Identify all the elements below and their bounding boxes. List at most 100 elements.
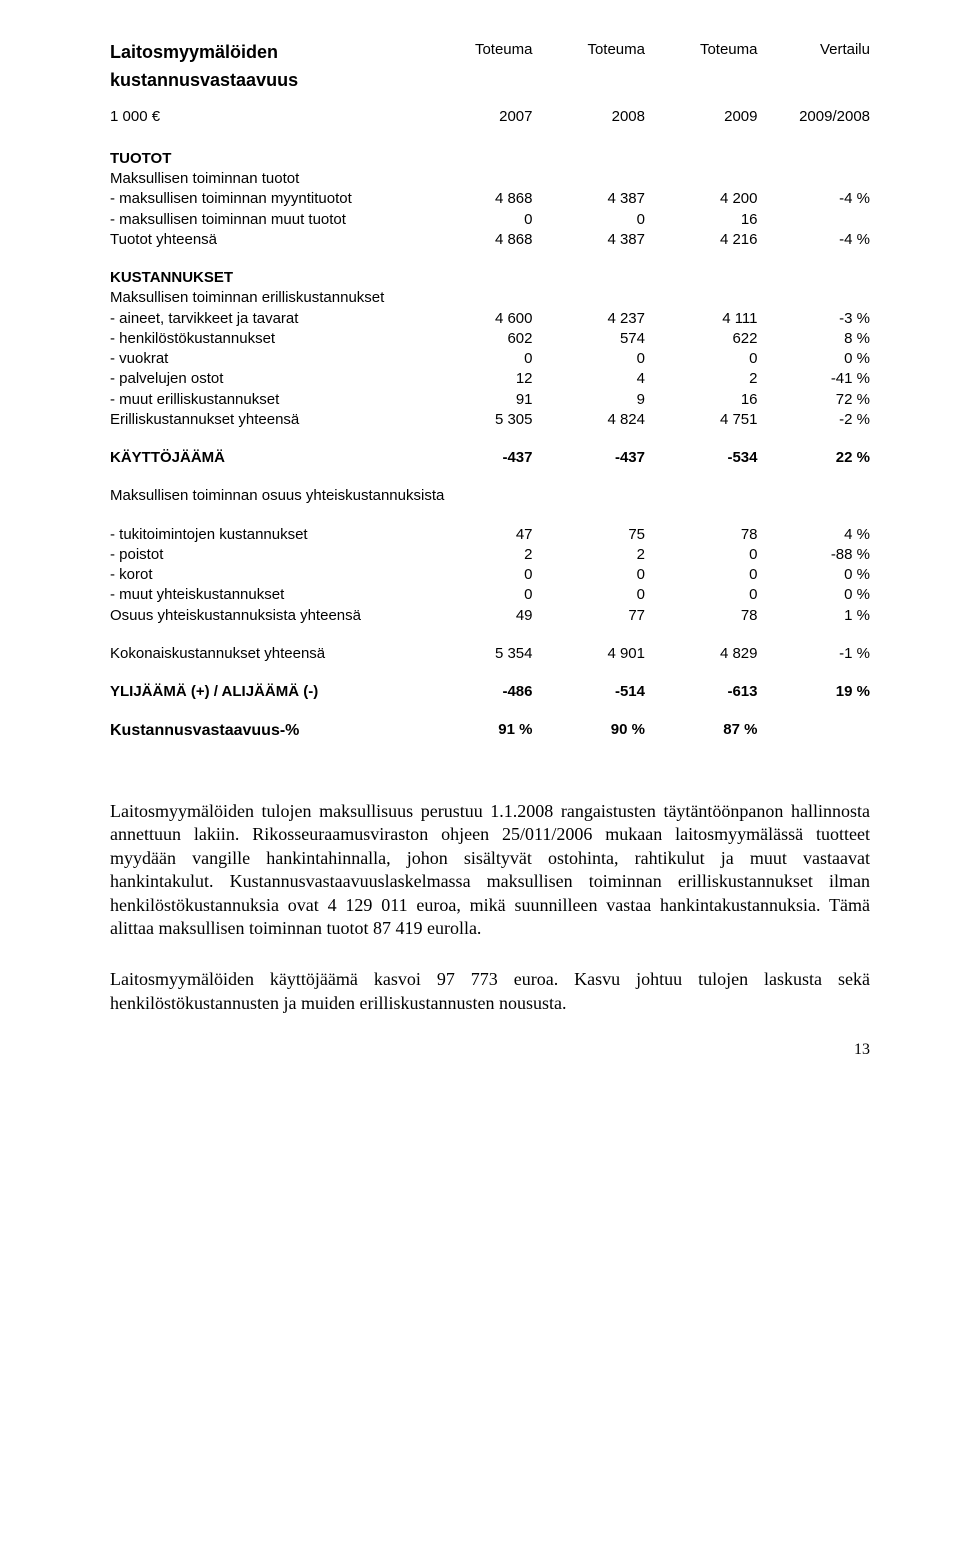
cell xyxy=(533,169,646,189)
unit-label: 1 000 € xyxy=(110,107,420,127)
cell: 91 xyxy=(420,390,533,410)
row-label: - vuokrat xyxy=(110,349,420,369)
row-label: - poistot xyxy=(110,545,420,565)
cell: 0 xyxy=(420,349,533,369)
row-label: Tuotot yhteensä xyxy=(110,230,420,250)
kustvast-label: Kustannusvastaavuus-% xyxy=(110,720,420,742)
row-label: Erilliskustannukset yhteensä xyxy=(110,410,420,430)
cell: 5 354 xyxy=(420,644,533,664)
cell: 574 xyxy=(533,329,646,349)
cell: 22 % xyxy=(758,448,871,468)
cell: 0 % xyxy=(758,349,871,369)
cell xyxy=(758,169,871,189)
cell: 5 305 xyxy=(420,410,533,430)
cell: 4 237 xyxy=(533,309,646,329)
cell: 19 % xyxy=(758,682,871,702)
page-title-line1: Laitosmyymälöiden xyxy=(110,42,278,62)
year-col: 2009/2008 xyxy=(758,107,871,127)
cell: 78 xyxy=(645,525,758,545)
year-row: 2007 2008 2009 2009/2008 xyxy=(420,107,870,127)
cell: 16 xyxy=(645,390,758,410)
row-label: - korot xyxy=(110,565,420,585)
page-title-line2: kustannusvastaavuus xyxy=(110,70,298,90)
section-heading-kustannukset: KUSTANNUKSET xyxy=(110,268,420,288)
cell: -1 % xyxy=(758,644,871,664)
cell: 0 xyxy=(533,349,646,369)
year-col: 2007 xyxy=(420,107,533,127)
cell: 0 xyxy=(645,545,758,565)
cell: 0 xyxy=(533,585,646,605)
row-label: - maksullisen toiminnan myyntituotot xyxy=(110,189,420,209)
cell: 0 xyxy=(420,210,533,230)
row-label: Maksullisen toiminnan tuotot xyxy=(110,169,420,189)
col-header-row: Toteuma Toteuma Toteuma Vertailu xyxy=(420,40,870,64)
cell xyxy=(758,288,871,308)
osuus-heading: Maksullisen toiminnan osuus yhteiskustan… xyxy=(110,486,444,506)
cell: 0 xyxy=(645,565,758,585)
cell: 0 xyxy=(533,210,646,230)
cell: 4 901 xyxy=(533,644,646,664)
cell: -613 xyxy=(645,682,758,702)
cell: 91 % xyxy=(420,720,533,742)
cell: 602 xyxy=(420,329,533,349)
row-label: Maksullisen toiminnan erilliskustannukse… xyxy=(110,288,420,308)
cell: 4 % xyxy=(758,525,871,545)
col-header: Toteuma xyxy=(533,40,646,64)
col-header: Toteuma xyxy=(420,40,533,64)
cell: 4 824 xyxy=(533,410,646,430)
row-label: - tukitoimintojen kustannukset xyxy=(110,525,420,545)
cell: -514 xyxy=(533,682,646,702)
cell: 4 600 xyxy=(420,309,533,329)
row-label: - henkilöstökustannukset xyxy=(110,329,420,349)
cell: -437 xyxy=(420,448,533,468)
cell: 0 xyxy=(533,565,646,585)
row-label: - aineet, tarvikkeet ja tavarat xyxy=(110,309,420,329)
cell: 1 % xyxy=(758,606,871,626)
cell: 90 % xyxy=(533,720,646,742)
cell xyxy=(645,288,758,308)
cell: -437 xyxy=(533,448,646,468)
cell: 2 xyxy=(533,545,646,565)
cell: 622 xyxy=(645,329,758,349)
cell: 4 111 xyxy=(645,309,758,329)
cell: 4 868 xyxy=(420,230,533,250)
row-label: - palvelujen ostot xyxy=(110,369,420,389)
cell: 4 387 xyxy=(533,230,646,250)
year-col: 2008 xyxy=(533,107,646,127)
cell: 4 216 xyxy=(645,230,758,250)
cell: 49 xyxy=(420,606,533,626)
col-header: Toteuma xyxy=(645,40,758,64)
cell xyxy=(420,169,533,189)
cell: 78 xyxy=(645,606,758,626)
cell xyxy=(533,288,646,308)
cell: 8 % xyxy=(758,329,871,349)
row-label: - maksullisen toiminnan muut tuotot xyxy=(110,210,420,230)
cell xyxy=(758,210,871,230)
cell: 0 % xyxy=(758,585,871,605)
page-number: 13 xyxy=(110,1039,870,1061)
col-header: Vertailu xyxy=(758,40,871,64)
row-label: - muut erilliskustannukset xyxy=(110,390,420,410)
cell: 4 200 xyxy=(645,189,758,209)
cell: 4 829 xyxy=(645,644,758,664)
cell: 0 xyxy=(645,349,758,369)
cell: -88 % xyxy=(758,545,871,565)
cell: 0 xyxy=(420,585,533,605)
cell: 16 xyxy=(645,210,758,230)
ylijaama-label: YLIJÄÄMÄ (+) / ALIJÄÄMÄ (-) xyxy=(110,682,420,702)
body-paragraph-1: Laitosmyymälöiden tulojen maksullisuus p… xyxy=(110,800,870,940)
cell: 4 868 xyxy=(420,189,533,209)
cell: -4 % xyxy=(758,189,871,209)
cell: -4 % xyxy=(758,230,871,250)
cell: 2 xyxy=(420,545,533,565)
cell: 2 xyxy=(645,369,758,389)
body-paragraph-2: Laitosmyymälöiden käyttöjäämä kasvoi 97 … xyxy=(110,968,870,1015)
cell: 4 387 xyxy=(533,189,646,209)
cell: 9 xyxy=(533,390,646,410)
row-label: - muut yhteiskustannukset xyxy=(110,585,420,605)
kokonais-label: Kokonaiskustannukset yhteensä xyxy=(110,644,420,664)
cell: 4 751 xyxy=(645,410,758,430)
cell: -3 % xyxy=(758,309,871,329)
cell: -41 % xyxy=(758,369,871,389)
cell: 47 xyxy=(420,525,533,545)
